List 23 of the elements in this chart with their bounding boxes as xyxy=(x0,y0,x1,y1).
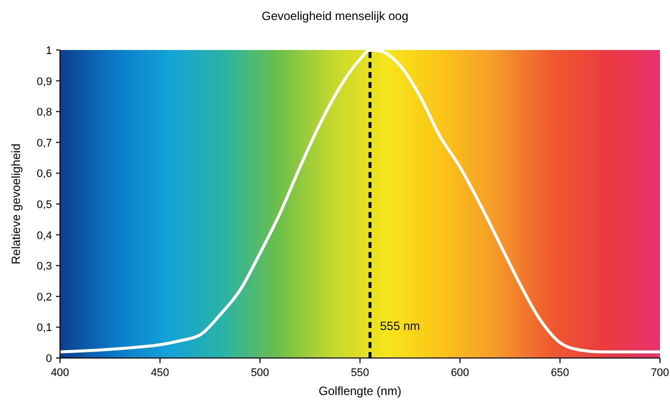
y-tick-label: 0,1 xyxy=(36,322,52,334)
ref-line-label: 555 nm xyxy=(380,319,420,333)
x-tick-label: 450 xyxy=(150,367,170,379)
y-tick-label: 0,7 xyxy=(36,137,52,150)
x-tick-label: 500 xyxy=(250,367,270,379)
y-tick-label: 0,8 xyxy=(36,106,52,119)
y-tick-label: 0,2 xyxy=(36,291,52,304)
y-tick-label: 0,5 xyxy=(36,199,52,211)
line-series xyxy=(58,48,662,354)
x-tick-label: 600 xyxy=(450,367,470,379)
x-axis-title: Golflengte (nm) xyxy=(318,384,402,398)
y-tick-label: 0,3 xyxy=(36,260,52,273)
y-axis-title: Relatieve gevoeligheid xyxy=(9,144,23,264)
y-tick-label: 0,4 xyxy=(36,230,52,242)
x-tick-label: 400 xyxy=(50,367,70,379)
y-tick-label: 0,9 xyxy=(36,76,52,88)
x-tick-label: 650 xyxy=(550,367,570,379)
chart-title: Gevoeligheid menselijk oog xyxy=(262,9,408,23)
y-tick-label: 0,6 xyxy=(36,168,52,180)
x-tick-label: 700 xyxy=(650,367,670,379)
y-tick-label: 0 xyxy=(46,353,52,365)
x-tick-label: 550 xyxy=(350,367,370,379)
y-tick-label: 1 xyxy=(46,45,52,57)
